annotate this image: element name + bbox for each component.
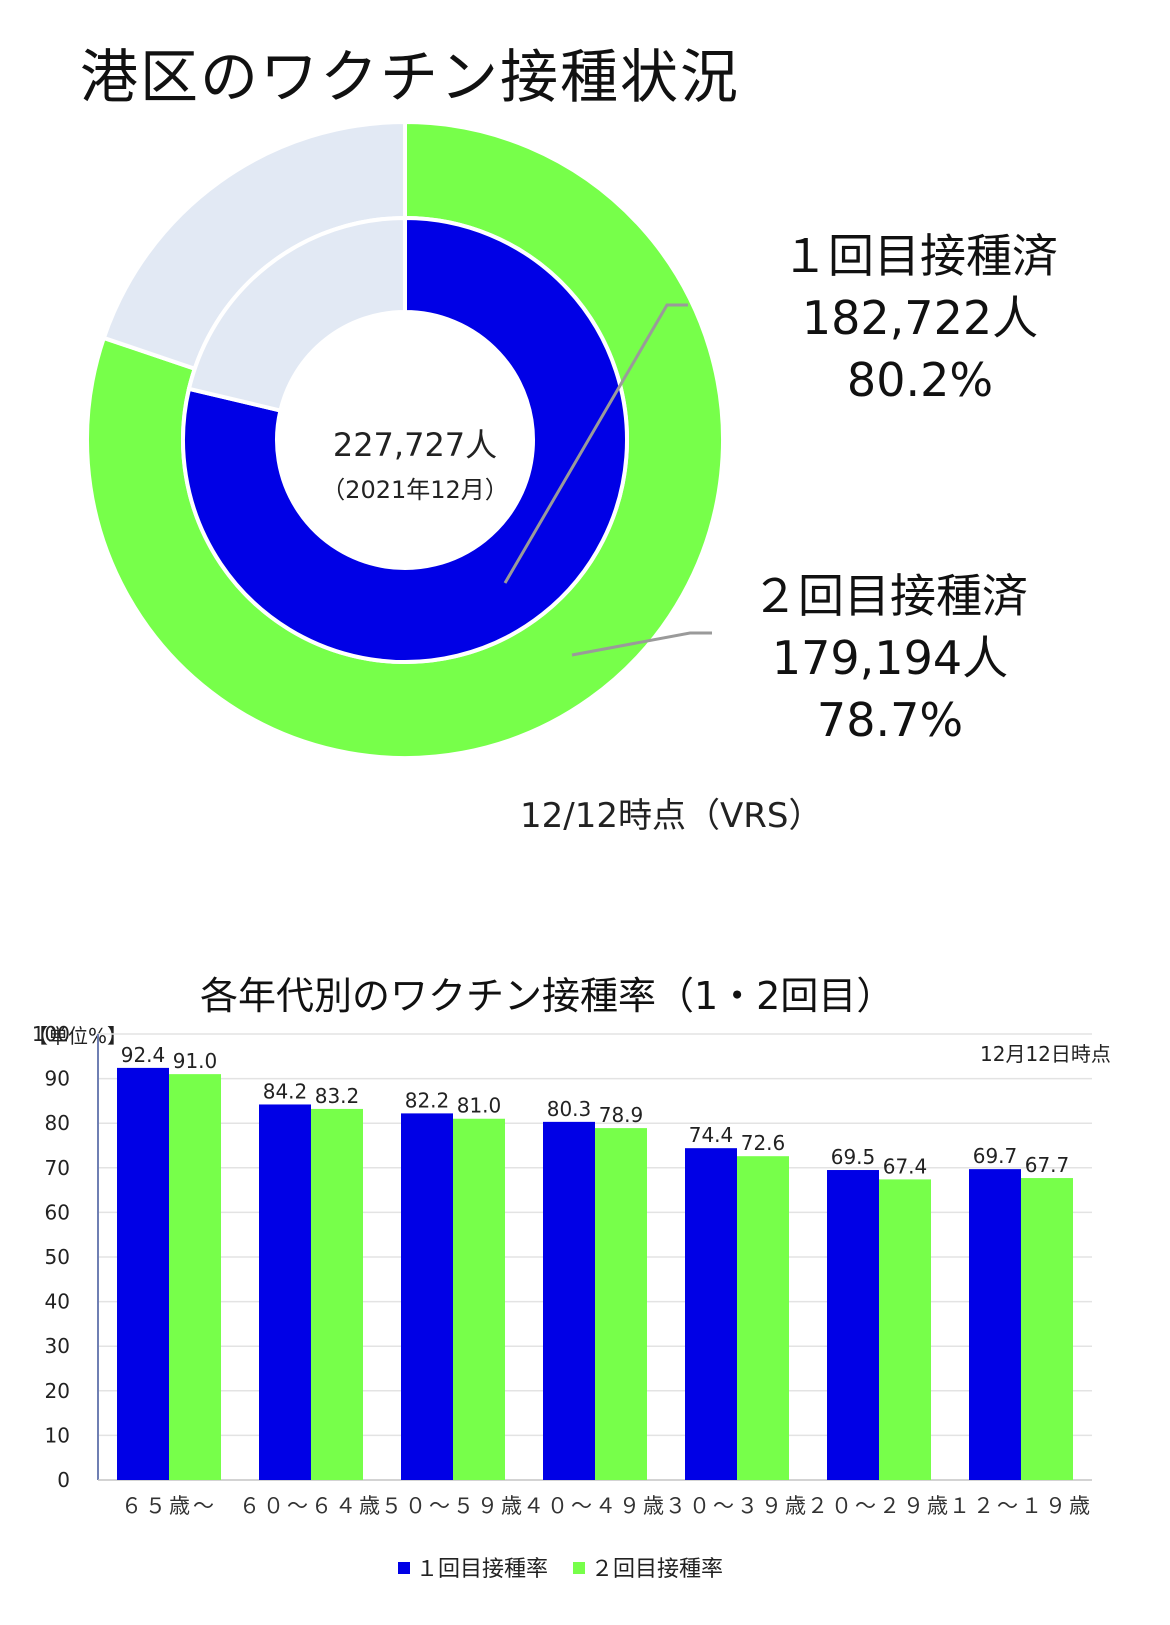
bar-first-dose: [969, 1169, 1021, 1480]
donut-center-total: 227,727人: [332, 426, 498, 464]
bar-chart-as-of: 12月12日時点: [980, 1042, 1111, 1066]
bar-value-label: 69.7: [973, 1144, 1018, 1168]
bar-second-dose: [595, 1128, 647, 1480]
bar-value-label: 83.2: [315, 1084, 360, 1108]
legend-swatch: [398, 1562, 410, 1574]
first-dose-callout: １回目接種済 182,722人 80.2%: [770, 225, 1070, 411]
donut-as-of: 12/12時点（VRS）: [520, 796, 823, 836]
bar-value-label: 81.0: [457, 1094, 502, 1118]
second-dose-count: 179,194人: [771, 631, 1009, 685]
x-category-label: ２０～２９歳: [807, 1494, 951, 1518]
bar-value-label: 74.4: [689, 1123, 734, 1147]
y-tick-label: 30: [45, 1334, 70, 1358]
bar-first-dose: [117, 1067, 169, 1480]
y-tick-label: 90: [45, 1067, 70, 1091]
unit-label: 【単位%】: [28, 1024, 128, 1048]
bar-second-dose: [1021, 1178, 1073, 1480]
y-tick-label: 0: [57, 1468, 70, 1492]
bar-second-dose: [169, 1074, 221, 1480]
legend-swatch: [573, 1562, 585, 1574]
bar-value-label: 67.4: [883, 1154, 928, 1178]
bar-first-dose: [401, 1113, 453, 1480]
bar-second-dose: [453, 1118, 505, 1480]
y-tick-label: 20: [45, 1379, 70, 1403]
x-category-label: １２～１９歳: [949, 1494, 1093, 1518]
second-dose-callout: ２回目接種済 179,194人 78.7%: [740, 565, 1040, 751]
bar-first-dose: [685, 1148, 737, 1480]
x-category-label: ５０～５９歳: [381, 1494, 525, 1518]
first-dose-percent: 80.2%: [846, 353, 994, 407]
x-category-label: ６５歳～: [121, 1494, 217, 1518]
second-dose-leader-line: [571, 631, 712, 657]
bar-value-label: 91.0: [173, 1049, 218, 1073]
page-title: 港区のワクチン接種状況: [80, 43, 741, 111]
y-tick-label: 80: [45, 1111, 70, 1135]
donut-inner-remainder: [186, 215, 407, 413]
y-tick-label: 70: [45, 1156, 70, 1180]
bar-value-label: 69.5: [831, 1145, 876, 1169]
bar-value-label: 82.2: [405, 1088, 450, 1112]
legend-label: ２回目接種率: [591, 1557, 723, 1582]
first-dose-count: 182,722人: [801, 291, 1039, 345]
x-category-label: ４０～４９歳: [523, 1494, 667, 1518]
first-dose-label: １回目接種済: [782, 229, 1058, 283]
bar-value-label: 67.7: [1025, 1153, 1070, 1177]
bar-value-label: 72.6: [741, 1131, 786, 1155]
second-dose-percent: 78.7%: [816, 693, 964, 747]
y-tick-label: 50: [45, 1245, 70, 1269]
donut-inner-second-dose: [181, 215, 629, 664]
x-category-label: ３０～３９歳: [665, 1494, 809, 1518]
bar-value-label: 80.3: [547, 1097, 592, 1121]
bar-value-label: 84.2: [263, 1079, 308, 1103]
donut-center-date: （2021年12月）: [321, 476, 509, 504]
bar-chart-title: 各年代別のワクチン接種率（1・2回目）: [200, 974, 895, 1018]
y-tick-label: 100: [32, 1022, 70, 1046]
x-category-label: ６０～６４歳: [239, 1494, 383, 1518]
bar-second-dose: [311, 1108, 363, 1480]
y-tick-label: 10: [45, 1423, 70, 1447]
y-tick-label: 40: [45, 1290, 70, 1314]
legend-label: １回目接種率: [416, 1557, 548, 1582]
bar-first-dose: [827, 1170, 879, 1480]
donut-chart: [87, 122, 723, 758]
bar-first-dose: [543, 1121, 595, 1480]
y-tick-label: 60: [45, 1200, 70, 1224]
bar-second-dose: [737, 1156, 789, 1480]
first-dose-leader-line: [503, 303, 688, 584]
bar-value-label: 78.9: [599, 1103, 644, 1127]
bar-second-dose: [879, 1179, 931, 1480]
bar-value-label: 92.4: [121, 1043, 166, 1067]
second-dose-label: ２回目接種済: [752, 569, 1028, 623]
bar-first-dose: [259, 1104, 311, 1480]
